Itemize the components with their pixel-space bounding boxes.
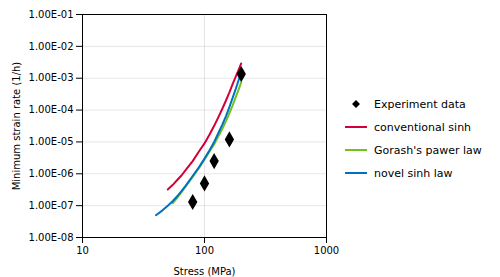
svg-text:1.00E-08: 1.00E-08 [29, 232, 74, 243]
svg-text:1.00E-05: 1.00E-05 [29, 136, 74, 147]
svg-text:1.00E-02: 1.00E-02 [29, 41, 74, 52]
svg-text:1.00E-07: 1.00E-07 [29, 200, 74, 211]
html-text:Experiment data: Experiment data [374, 97, 466, 111]
svg-text:Minimum strain rate (1/h): Minimum strain rate (1/h) [11, 62, 22, 191]
svg-text:Stress (MPa): Stress (MPa) [173, 266, 235, 277]
svg-text:1.00E-04: 1.00E-04 [29, 104, 74, 115]
svg-text:100: 100 [195, 245, 214, 256]
svg-text:1.00E-03: 1.00E-03 [29, 72, 74, 83]
html-text:novel sinh law: novel sinh law [374, 166, 453, 180]
svg-text:1000: 1000 [314, 245, 339, 256]
svg-text:1.00E-01: 1.00E-01 [29, 9, 74, 20]
svg-text:10: 10 [76, 245, 89, 256]
svg-text:1.00E-06: 1.00E-06 [29, 168, 74, 179]
html-text:Gorash's pawer law: Gorash's pawer law [374, 143, 482, 157]
html-text:conventional sinh: conventional sinh [374, 120, 472, 134]
